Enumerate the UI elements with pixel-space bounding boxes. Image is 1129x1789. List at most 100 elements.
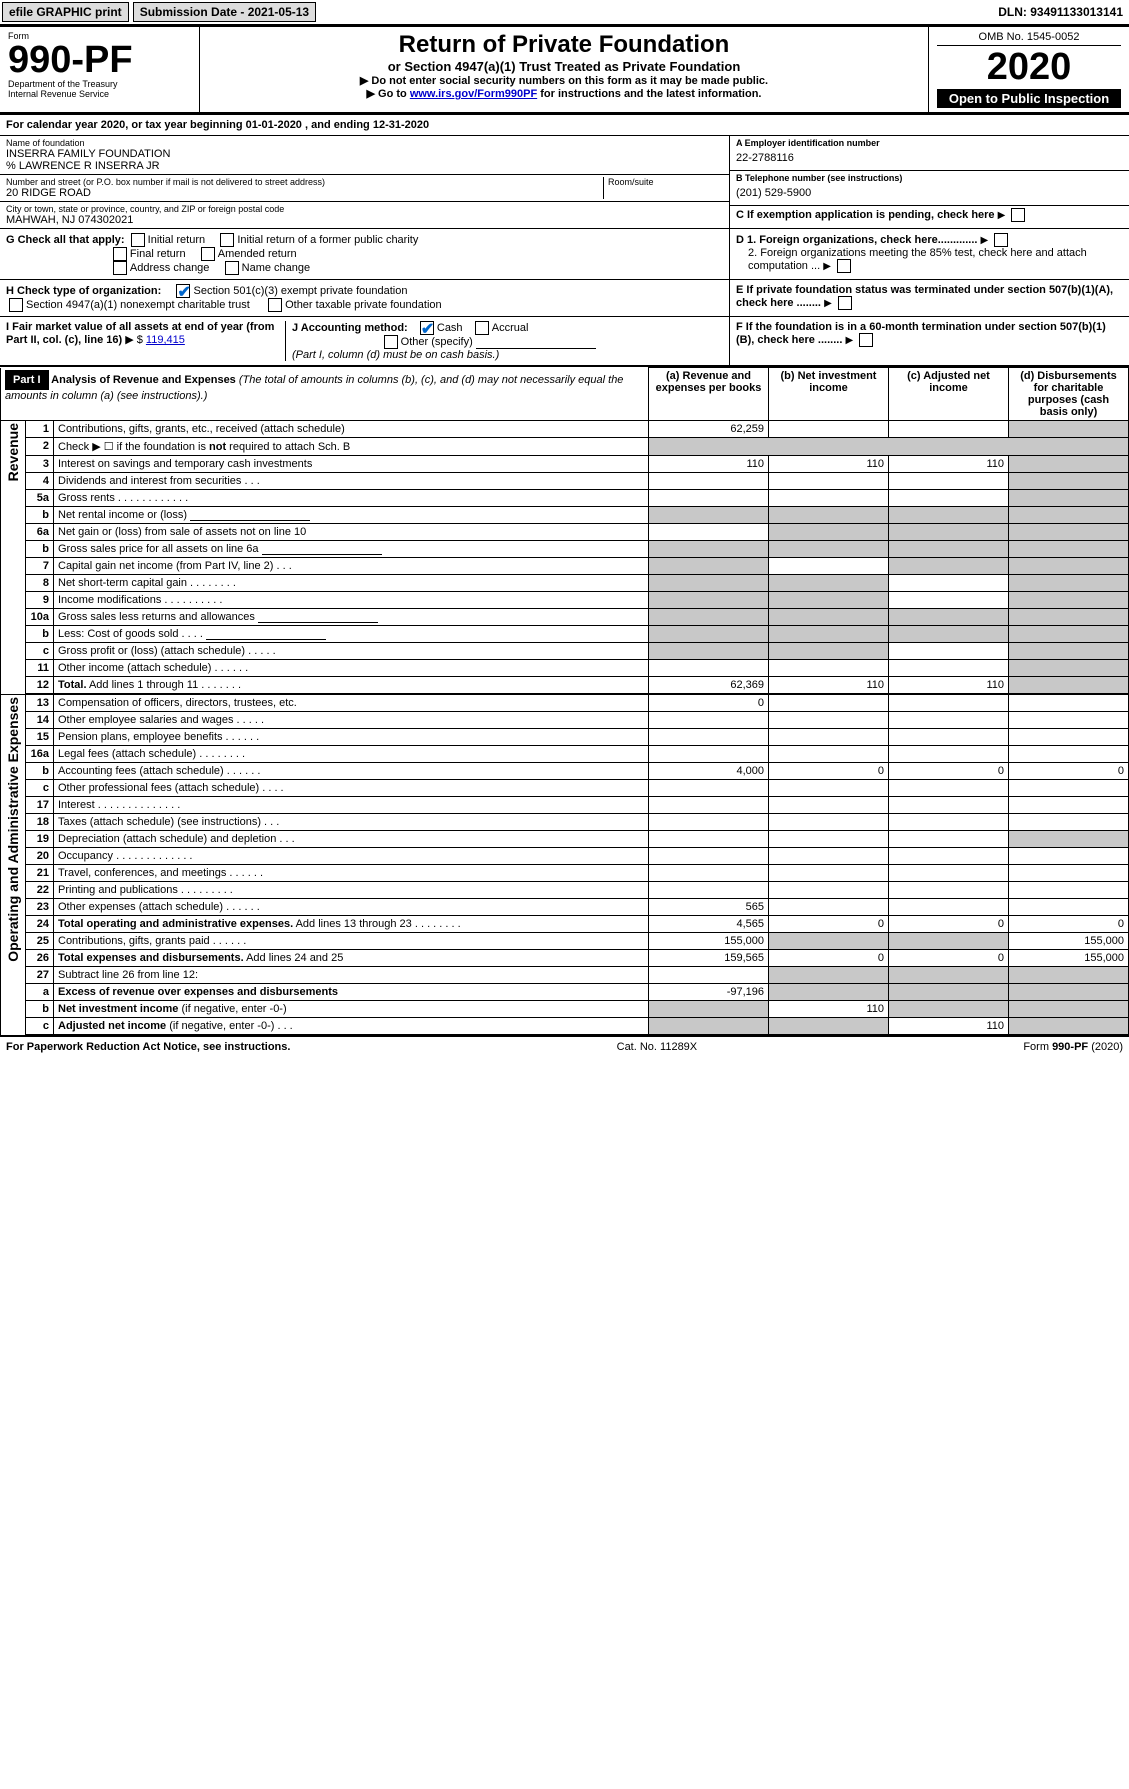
amount-cell (649, 592, 769, 609)
form-number: 990-PF (8, 41, 191, 79)
amount-cell (1009, 626, 1129, 643)
top-bar: efile GRAPHIC print Submission Date - 20… (0, 0, 1129, 24)
address-change-checkbox[interactable] (113, 261, 127, 275)
line-number: 26 (26, 950, 54, 967)
foreign-85-checkbox[interactable] (837, 259, 851, 273)
amount-cell: 0 (889, 950, 1009, 967)
fmv-all-assets-link[interactable]: 119,415 (146, 334, 185, 346)
g-opt-1: Initial return of a former public charit… (237, 234, 418, 246)
line-number: 23 (26, 899, 54, 916)
table-row: Operating and Administrative Expenses13C… (1, 694, 1129, 712)
line-number: b (26, 541, 54, 558)
arrow-icon (845, 334, 853, 346)
amount-cell (1009, 507, 1129, 524)
line-description: Depreciation (attach schedule) and deple… (54, 831, 649, 848)
line-description: Other expenses (attach schedule) . . . .… (54, 899, 649, 916)
amount-cell (1009, 677, 1129, 695)
amount-cell (889, 558, 1009, 575)
col-b-header: (b) Net investment income (769, 368, 889, 421)
amount-cell: 155,000 (1009, 950, 1129, 967)
line-number: a (26, 984, 54, 1001)
amount-cell (649, 490, 769, 507)
care-of: % LAWRENCE R INSERRA JR (6, 160, 723, 172)
4947a1-checkbox[interactable] (9, 298, 23, 312)
city-value: MAHWAH, NJ 074302021 (6, 214, 723, 226)
amount-cell (769, 643, 889, 660)
cash-method-checkbox[interactable] (420, 321, 434, 335)
amount-cell: 0 (769, 950, 889, 967)
accrual-method-checkbox[interactable] (475, 321, 489, 335)
exemption-pending-checkbox[interactable] (1011, 208, 1025, 222)
table-row: 25Contributions, gifts, grants paid . . … (1, 933, 1129, 950)
g-opt-2: Final return (130, 248, 186, 260)
initial-return-former-checkbox[interactable] (220, 233, 234, 247)
other-method-checkbox[interactable] (384, 335, 398, 349)
footer-mid: Cat. No. 11289X (617, 1041, 698, 1053)
initial-return-checkbox[interactable] (131, 233, 145, 247)
line-description: Accounting fees (attach schedule) . . . … (54, 763, 649, 780)
line-number: 21 (26, 865, 54, 882)
form990pf-link[interactable]: www.irs.gov/Form990PF (410, 88, 537, 100)
calendar-year-row: For calendar year 2020, or tax year begi… (0, 115, 1129, 136)
line-description: Travel, conferences, and meetings . . . … (54, 865, 649, 882)
line-number: c (26, 1018, 54, 1036)
form-header: Form 990-PF Department of the Treasury I… (0, 27, 1129, 115)
ein-value: 22-2788116 (736, 148, 1123, 168)
other-taxable-checkbox[interactable] (268, 298, 282, 312)
line-description: Adjusted net income (if negative, enter … (54, 1018, 649, 1036)
g-opt-5: Name change (242, 262, 311, 274)
name-change-checkbox[interactable] (225, 261, 239, 275)
table-row: 8Net short-term capital gain . . . . . .… (1, 575, 1129, 592)
line-number: 20 (26, 848, 54, 865)
table-row: 22Printing and publications . . . . . . … (1, 882, 1129, 899)
amount-cell: 4,565 (649, 916, 769, 933)
line-description: Gross sales less returns and allowances (54, 609, 649, 626)
line-number: 27 (26, 967, 54, 984)
501c3-checkbox[interactable] (176, 284, 190, 298)
arrow-icon (998, 209, 1006, 221)
amount-cell (769, 490, 889, 507)
amount-cell (649, 626, 769, 643)
amount-cell: 4,000 (649, 763, 769, 780)
amount-cell (1009, 814, 1129, 831)
instr2-suffix: for instructions and the latest informat… (537, 88, 761, 100)
amount-cell (889, 643, 1009, 660)
final-return-checkbox[interactable] (113, 247, 127, 261)
status-terminated-checkbox[interactable] (838, 296, 852, 310)
dept-label: Department of the Treasury (8, 79, 191, 89)
line-number: 22 (26, 882, 54, 899)
line-description: Gross sales price for all assets on line… (54, 541, 649, 558)
h-opt1: Section 501(c)(3) exempt private foundat… (193, 285, 407, 297)
line-number: 10a (26, 609, 54, 626)
line-description: Net rental income or (loss) (54, 507, 649, 524)
60-month-termination-checkbox[interactable] (859, 333, 873, 347)
g-opt-3: Amended return (218, 248, 297, 260)
amount-cell: 110 (769, 677, 889, 695)
amount-cell: 0 (889, 763, 1009, 780)
table-row: 19Depreciation (attach schedule) and dep… (1, 831, 1129, 848)
amount-cell (769, 1018, 889, 1036)
table-row: bGross sales price for all assets on lin… (1, 541, 1129, 558)
amended-return-checkbox[interactable] (201, 247, 215, 261)
line-description: Interest . . . . . . . . . . . . . . (54, 797, 649, 814)
ein-label: A Employer identification number (736, 138, 1123, 148)
amount-cell (1009, 473, 1129, 490)
table-row: cAdjusted net income (if negative, enter… (1, 1018, 1129, 1036)
amount-cell (649, 473, 769, 490)
amount-cell (889, 421, 1009, 438)
amount-cell (889, 541, 1009, 558)
amount-cell: 0 (769, 763, 889, 780)
amount-cell (769, 421, 889, 438)
amount-cell (769, 507, 889, 524)
amount-cell (649, 746, 769, 763)
foreign-org-checkbox[interactable] (994, 233, 1008, 247)
efile-print-button[interactable]: efile GRAPHIC print (2, 2, 129, 22)
table-row: 7Capital gain net income (from Part IV, … (1, 558, 1129, 575)
table-row: 5aGross rents . . . . . . . . . . . . (1, 490, 1129, 507)
line-number: 14 (26, 712, 54, 729)
amount-cell: 110 (769, 1001, 889, 1018)
identity-block: Name of foundation INSERRA FAMILY FOUNDA… (0, 136, 1129, 229)
amount-cell (889, 882, 1009, 899)
amount-cell (889, 967, 1009, 984)
amount-cell (769, 592, 889, 609)
